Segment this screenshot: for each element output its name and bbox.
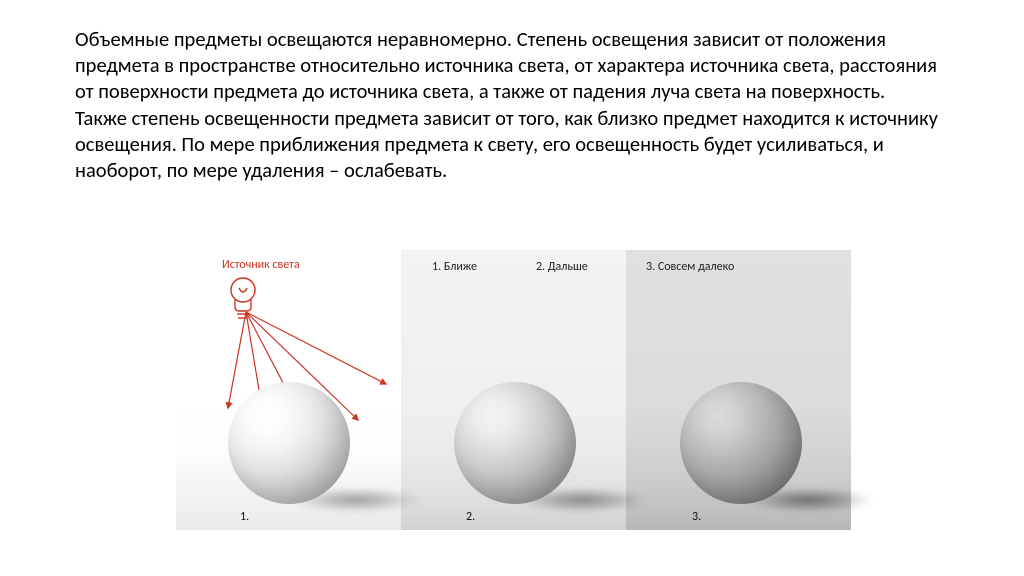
illustration: Источник света — [176, 250, 852, 530]
number-3: 3. — [692, 510, 701, 524]
number-1: 1. — [240, 510, 249, 524]
label-far: 2. Дальше — [536, 260, 588, 274]
slide: Объемные предметы освещаются неравномерн… — [0, 0, 1024, 576]
sphere-near — [228, 382, 350, 504]
label-near: 1. Ближе — [432, 260, 477, 274]
sphere-far — [454, 382, 576, 504]
sphere-very-far — [680, 382, 802, 504]
label-very-far: 3. Совсем далеко — [646, 260, 734, 274]
paragraph-text: Объемные предметы освещаются неравномерн… — [75, 26, 955, 183]
number-2: 2. — [466, 510, 475, 524]
